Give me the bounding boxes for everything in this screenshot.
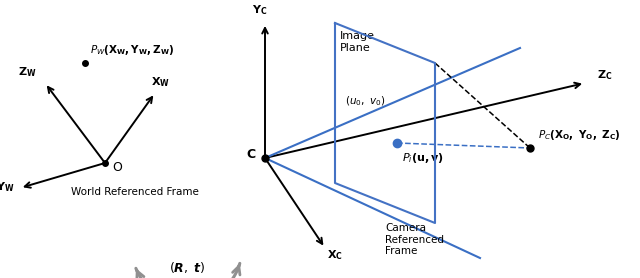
Text: $\boldsymbol{P_W}\mathbf{(X_W, Y_W, Z_W)}$: $\boldsymbol{P_W}\mathbf{(X_W, Y_W, Z_W)… [90, 43, 175, 57]
Text: $\mathbf{Z_W}$: $\mathbf{Z_W}$ [18, 65, 36, 79]
Text: $\mathbf{Z_C}$: $\mathbf{Z_C}$ [597, 68, 612, 82]
Text: $(\boldsymbol{R},\ \boldsymbol{t})$: $(\boldsymbol{R},\ \boldsymbol{t})$ [168, 260, 205, 275]
Text: O: O [112, 161, 122, 174]
Text: $\boldsymbol{P_i}\mathbf{(u, v)}$: $\boldsymbol{P_i}\mathbf{(u, v)}$ [402, 151, 444, 165]
Text: $\mathbf{X_C}$: $\mathbf{X_C}$ [327, 248, 343, 262]
Text: World Referenced Frame: World Referenced Frame [71, 187, 199, 197]
Text: $\boldsymbol{P_C}\mathbf{(X_O,\ Y_O,\ Z_C)}$: $\boldsymbol{P_C}\mathbf{(X_O,\ Y_O,\ Z_… [538, 128, 621, 142]
Text: $\mathbf{Y_W}$: $\mathbf{Y_W}$ [0, 180, 14, 194]
Text: $(u_0,\ v_0)$: $(u_0,\ v_0)$ [345, 94, 385, 108]
Text: C: C [246, 148, 255, 161]
Text: $\mathbf{X_W}$: $\mathbf{X_W}$ [150, 75, 170, 89]
Text: Image
Plane: Image Plane [340, 31, 375, 53]
Text: Camera
Referenced
Frame: Camera Referenced Frame [385, 223, 444, 256]
Text: $\mathbf{Y_C}$: $\mathbf{Y_C}$ [252, 3, 268, 17]
